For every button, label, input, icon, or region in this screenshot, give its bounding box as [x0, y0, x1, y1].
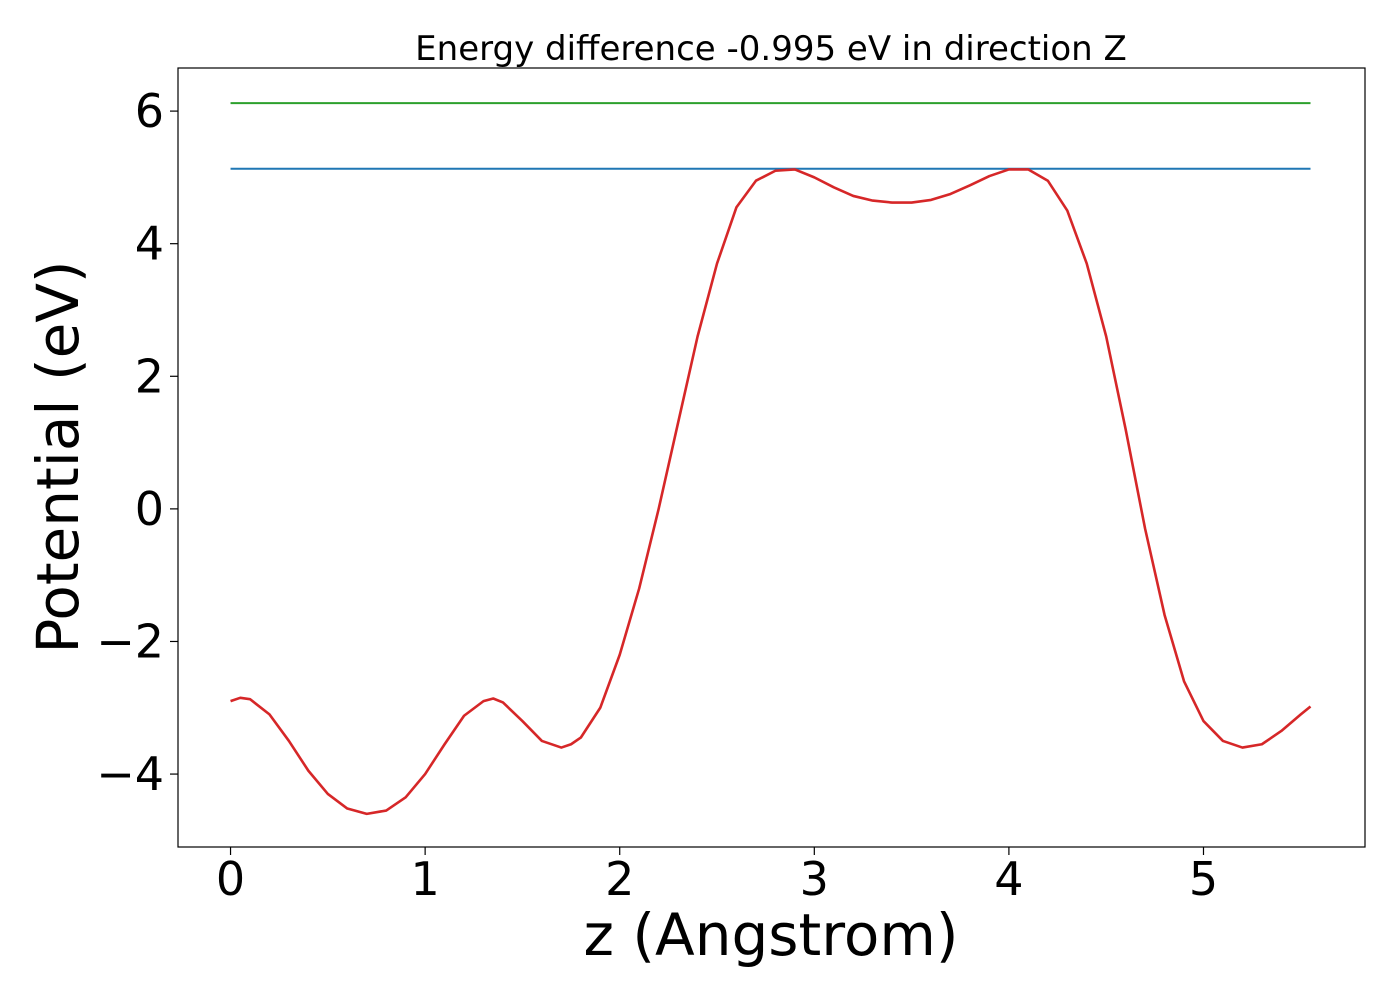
plot-frame — [177, 67, 1366, 848]
y-tick-label: −2 — [96, 614, 164, 668]
y-tick-label: 4 — [135, 217, 164, 271]
y-tick-label: 2 — [135, 349, 164, 403]
x-axis-ticks: 0 1 2 3 4 5 — [216, 847, 1218, 906]
x-tick-label: 4 — [994, 852, 1023, 906]
y-tick-label: −4 — [96, 747, 164, 801]
series-line-3 — [230, 168, 1312, 816]
chart-title: Energy difference -0.995 eV in direction… — [415, 29, 1127, 69]
x-tick-label: 0 — [216, 852, 245, 906]
y-tick-label: 0 — [135, 482, 164, 536]
x-tick-label: 1 — [410, 852, 439, 906]
x-axis-label: z (Angstrom) — [584, 901, 959, 969]
x-tick-label: 3 — [800, 852, 829, 906]
x-tick-label: 5 — [1189, 852, 1218, 906]
x-tick-label: 2 — [605, 852, 634, 906]
y-tick-label: 6 — [135, 84, 164, 138]
y-axis-ticks: −4 −2 0 2 4 6 — [96, 84, 178, 801]
y-axis-label: Potential (eV) — [24, 260, 92, 653]
series-layer — [230, 102, 1312, 816]
